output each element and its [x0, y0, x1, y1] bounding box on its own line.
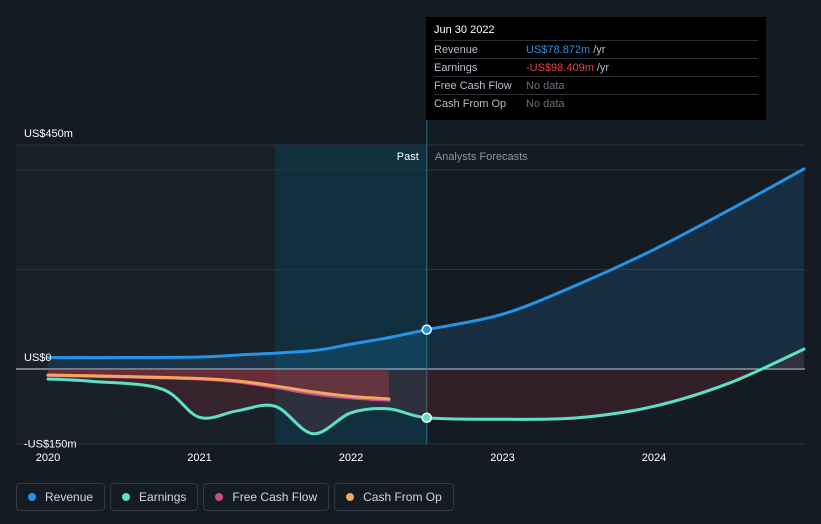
- tooltip-label: Earnings: [434, 61, 478, 74]
- revenue-marker: [421, 324, 432, 335]
- legend-dot-icon: [28, 493, 36, 501]
- tooltip-date: Jun 30 2022: [434, 24, 495, 36]
- tooltip-value: No data: [526, 97, 565, 110]
- legend-dot-icon: [346, 493, 355, 501]
- legend-item-revenue[interactable]: Revenue: [16, 483, 106, 511]
- tooltip-label: Cash From Op: [434, 97, 507, 110]
- tooltip-label: Free Cash Flow: [434, 79, 512, 92]
- tooltip-value: No data: [526, 79, 565, 92]
- revenue-area: [48, 168, 804, 369]
- legend-label: Revenue: [45, 490, 94, 504]
- y-axis-label: -US$150m: [24, 439, 77, 451]
- past-label: Past: [397, 151, 419, 163]
- tooltip-value: -US$98.409m: [526, 61, 594, 74]
- legend-item-earnings[interactable]: Earnings: [110, 483, 199, 511]
- legend-label: Free Cash Flow: [232, 490, 318, 504]
- revenue-line: [46, 167, 806, 360]
- tooltip-label: Revenue: [434, 43, 479, 56]
- forecast-label: Analysts Forecasts: [435, 151, 528, 163]
- cash-from-op-line: [46, 373, 391, 401]
- tooltip-row: Cash From Op No data: [434, 94, 758, 112]
- tooltip-row: Revenue US$78.872m/yr: [434, 40, 758, 58]
- tooltip: Jun 30 2022 Revenue US$78.872m/yr Earnings…: [426, 17, 766, 120]
- x-tick-label: 2021: [187, 452, 211, 464]
- legend-item-cash-from-op[interactable]: Cash From Op: [334, 483, 454, 511]
- tooltip-value: US$78.872m: [526, 43, 591, 56]
- legend-item-free-cash-flow[interactable]: Free Cash Flow: [203, 483, 330, 511]
- y-axis-label: US$0: [24, 352, 52, 364]
- tooltip-unit: /yr: [596, 61, 610, 74]
- highlight-band: [275, 145, 427, 444]
- legend-label: Cash From Op: [363, 490, 442, 504]
- tooltip-row: Earnings -US$98.409m/yr: [434, 58, 758, 76]
- earnings-marker: [421, 412, 432, 424]
- legend-label: Earnings: [139, 490, 187, 504]
- x-tick-label: 2020: [36, 452, 60, 464]
- tooltip-unit: /yr: [593, 43, 606, 56]
- legend: Revenue Earnings Free Cash Flow Cash From O…: [16, 483, 454, 511]
- legend-dot-icon: [122, 493, 131, 501]
- x-tick-label: 2024: [642, 452, 666, 464]
- tooltip-row: Free Cash Flow No data: [434, 76, 758, 94]
- x-tick-label: 2023: [490, 452, 514, 464]
- legend-dot-icon: [215, 493, 224, 501]
- y-axis-label: US$450m: [24, 128, 73, 140]
- earnings-line: [46, 347, 806, 436]
- x-tick-label: 2022: [339, 452, 363, 464]
